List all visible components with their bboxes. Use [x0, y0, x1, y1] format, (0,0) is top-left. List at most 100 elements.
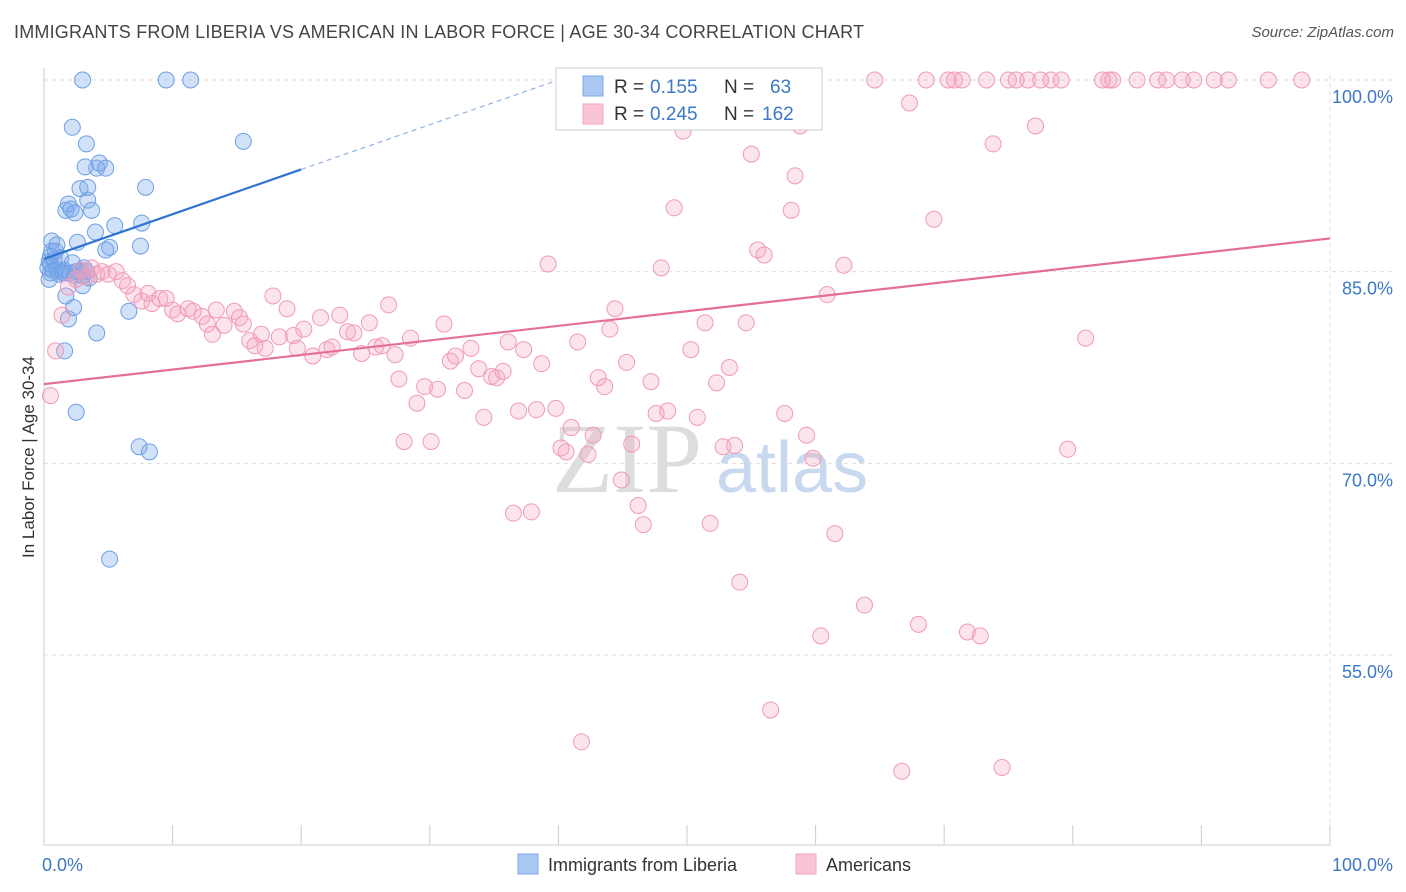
- x-tick-label: 100.0%: [1332, 855, 1393, 875]
- point-liberia: [74, 71, 92, 89]
- point-americans: [416, 378, 434, 396]
- point-americans: [1205, 71, 1223, 89]
- point-americans: [835, 256, 853, 274]
- point-americans: [652, 259, 670, 277]
- trend-line-liberia-projection: [301, 79, 559, 171]
- point-americans: [925, 210, 943, 228]
- y-tick-label: 70.0%: [1342, 470, 1393, 490]
- point-americans: [776, 405, 794, 422]
- point-americans: [488, 369, 506, 387]
- point-americans: [515, 341, 533, 359]
- point-americans: [179, 300, 197, 318]
- point-liberia: [182, 71, 200, 89]
- point-americans: [234, 315, 252, 333]
- point-americans: [380, 296, 398, 314]
- point-americans: [386, 346, 404, 364]
- point-americans: [77, 268, 95, 286]
- point-americans: [665, 199, 683, 217]
- point-americans: [584, 426, 602, 444]
- point-americans: [762, 701, 780, 719]
- stats-swatch-americans: [582, 103, 604, 125]
- watermark-zip: ZIP: [552, 403, 702, 514]
- point-liberia: [59, 195, 77, 213]
- point-liberia: [137, 178, 155, 196]
- point-americans: [1032, 71, 1050, 89]
- point-liberia: [120, 302, 138, 320]
- point-americans: [696, 314, 714, 332]
- tick-labels: 100.0% 85.0% 70.0% 55.0% 0.0% 100.0%: [42, 87, 1393, 875]
- point-americans: [688, 408, 706, 426]
- point-americans: [1158, 71, 1176, 89]
- point-americans: [596, 378, 614, 396]
- point-americans: [304, 347, 322, 365]
- bottom-legend: Immigrants from Liberia Americans: [517, 853, 911, 875]
- point-americans: [256, 339, 274, 357]
- y-tick-label: 55.0%: [1342, 662, 1393, 682]
- trend-lines: [43, 79, 1331, 386]
- point-americans: [345, 324, 363, 342]
- point-americans: [270, 328, 288, 346]
- point-americans: [203, 325, 221, 343]
- point-americans: [494, 362, 512, 380]
- point-americans: [1149, 71, 1167, 89]
- point-americans: [731, 573, 749, 591]
- point-americans: [623, 435, 641, 453]
- point-americans: [462, 339, 480, 357]
- point-americans: [978, 71, 996, 89]
- point-americans: [939, 71, 957, 89]
- point-americans: [470, 360, 488, 378]
- point-americans: [522, 503, 540, 521]
- point-americans: [198, 315, 216, 333]
- point-liberia: [76, 158, 94, 176]
- trend-line-americans: [43, 237, 1331, 386]
- point-americans: [569, 333, 587, 351]
- point-americans: [53, 306, 71, 324]
- legend-label-americans: Americans: [826, 855, 911, 875]
- point-americans: [804, 449, 822, 467]
- point-americans: [331, 306, 349, 324]
- point-liberia: [157, 71, 175, 89]
- point-liberia: [101, 550, 119, 568]
- point-americans: [1042, 71, 1060, 89]
- source-label: Source: ZipAtlas.com: [1251, 24, 1394, 41]
- point-americans: [1077, 329, 1095, 347]
- point-americans: [151, 290, 169, 307]
- trend-line-liberia: [43, 168, 302, 260]
- point-americans: [642, 373, 660, 391]
- point-americans: [573, 733, 591, 751]
- point-americans: [264, 287, 282, 305]
- point-americans: [510, 402, 528, 420]
- point-americans: [499, 333, 517, 351]
- y-axis-title: In Labor Force | Age 30-34: [19, 356, 38, 558]
- x-tick-label: 0.0%: [42, 855, 83, 875]
- point-liberia: [66, 204, 84, 222]
- point-americans: [113, 272, 131, 290]
- point-americans: [701, 514, 719, 532]
- point-americans: [215, 316, 233, 334]
- stats-r-value-americans: 0.245: [650, 104, 698, 125]
- point-americans: [557, 443, 575, 461]
- point-liberia: [77, 135, 95, 153]
- point-americans: [207, 301, 225, 319]
- point-liberia: [74, 277, 92, 295]
- point-americans: [47, 342, 65, 360]
- point-americans: [184, 302, 202, 320]
- point-americans: [812, 627, 830, 645]
- point-americans: [1027, 117, 1045, 135]
- point-americans: [589, 369, 607, 387]
- point-americans: [708, 374, 726, 392]
- point-liberia: [131, 237, 149, 255]
- point-americans: [629, 497, 647, 514]
- point-liberia: [97, 241, 115, 259]
- stats-r-label-americans: R =: [614, 104, 644, 125]
- point-americans: [1100, 71, 1118, 89]
- legend-swatch-liberia: [517, 853, 539, 875]
- point-americans: [855, 596, 873, 614]
- point-liberia: [140, 443, 158, 461]
- point-liberia: [56, 342, 74, 360]
- stats-n-label-liberia: N =: [724, 77, 754, 98]
- point-americans: [993, 758, 1011, 776]
- stats-legend: R = 0.155 N = 63 R = 0.245 N = 162: [555, 67, 823, 131]
- point-americans: [798, 426, 816, 444]
- point-americans: [1293, 71, 1311, 89]
